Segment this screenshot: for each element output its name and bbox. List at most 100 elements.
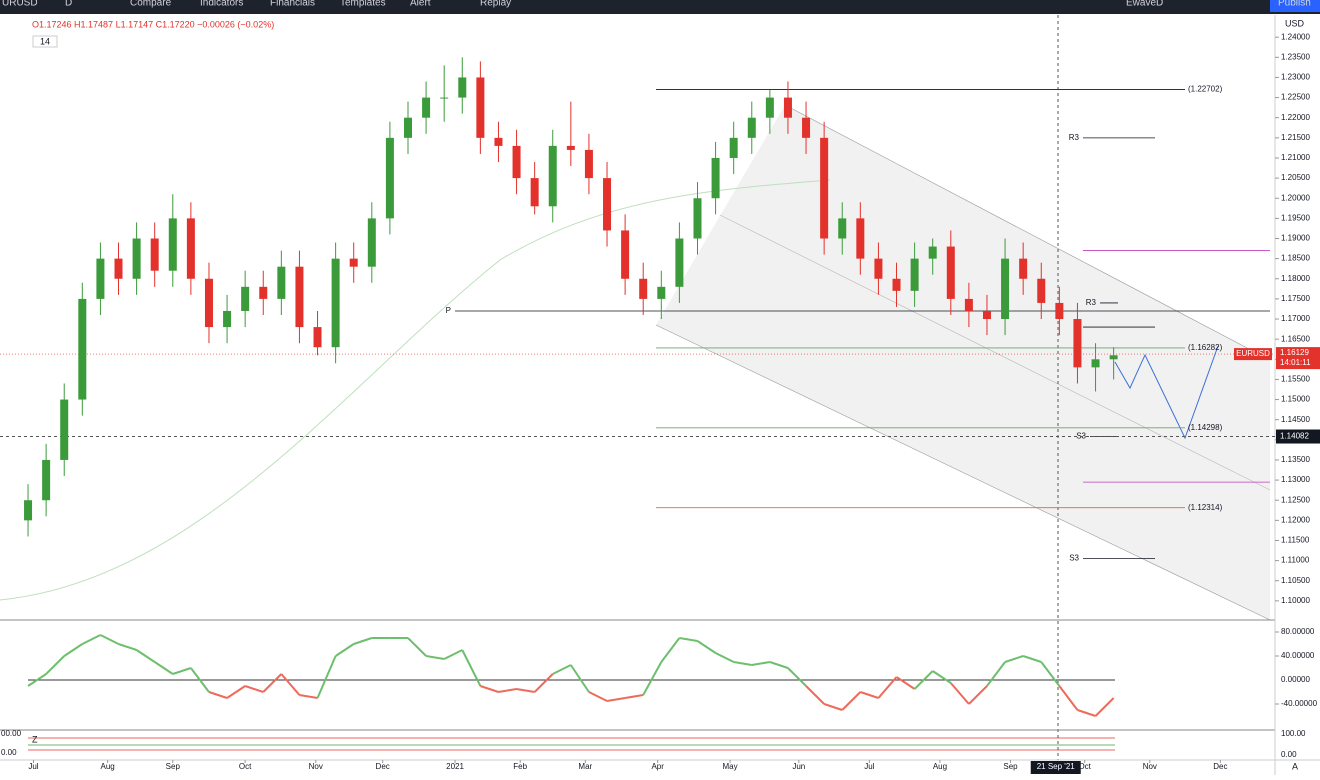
x-tick-label: Aug bbox=[101, 762, 115, 771]
toolbar-item[interactable]: Alert bbox=[410, 0, 431, 9]
osc-segment bbox=[860, 691, 879, 699]
level-label: (1.14298) bbox=[1188, 423, 1223, 432]
y-tick-label: 1.20500 bbox=[1281, 173, 1310, 182]
osc-segment bbox=[895, 676, 916, 690]
candle-body bbox=[349, 258, 358, 267]
osc-segment bbox=[533, 673, 554, 693]
y-tick-label: 1.10500 bbox=[1281, 576, 1310, 585]
layout-name[interactable]: EwaveD bbox=[1126, 0, 1163, 9]
interval[interactable]: D bbox=[65, 0, 72, 9]
toolbar bbox=[0, 0, 1320, 14]
y-tick-label: 1.18500 bbox=[1281, 254, 1310, 263]
osc-segment bbox=[968, 685, 988, 705]
symbol-tag bbox=[1234, 348, 1272, 361]
y-tick-label: 1.23000 bbox=[1281, 73, 1310, 82]
y-tick-label: 1.20000 bbox=[1281, 193, 1310, 202]
candle-body bbox=[982, 310, 991, 320]
osc-segment bbox=[913, 670, 934, 690]
osc-segment bbox=[443, 649, 463, 660]
x-tick-label: Jun bbox=[792, 762, 805, 771]
candle-body bbox=[910, 258, 919, 291]
osc-segment bbox=[823, 703, 843, 711]
toolbar-item[interactable]: Compare bbox=[130, 0, 172, 9]
x-tick-label: Apr bbox=[651, 762, 664, 771]
candle-body bbox=[928, 246, 937, 259]
candle-body bbox=[693, 198, 702, 239]
y-tick-label: 1.22500 bbox=[1281, 93, 1310, 102]
level-label: R3 bbox=[1086, 298, 1097, 307]
channel-line bbox=[655, 324, 1271, 621]
currency[interactable]: USD bbox=[1285, 18, 1305, 28]
y-tick-label: 1.15000 bbox=[1281, 395, 1310, 404]
osc-segment bbox=[136, 649, 156, 663]
candle-body bbox=[584, 149, 593, 179]
candle-body bbox=[1037, 278, 1046, 303]
publish-label[interactable]: Publish bbox=[1278, 0, 1311, 9]
candle-body bbox=[223, 310, 232, 328]
badge[interactable] bbox=[32, 35, 58, 48]
x-tick-label: Oct bbox=[1078, 762, 1091, 771]
level-label: (1.22702) bbox=[1188, 85, 1223, 94]
candle-body bbox=[24, 500, 33, 521]
candle-body bbox=[964, 298, 973, 311]
osc-segment bbox=[787, 667, 807, 687]
osc-segment bbox=[624, 694, 644, 699]
osc-segment bbox=[588, 691, 608, 702]
toolbar-item[interactable]: Indicators bbox=[200, 0, 243, 9]
panel3-left-label: 00.00 bbox=[1, 729, 22, 738]
candle-body bbox=[295, 266, 304, 328]
level-label: S3 bbox=[1069, 554, 1079, 563]
badge-label[interactable]: 14 bbox=[40, 36, 50, 46]
candle-body bbox=[204, 278, 213, 328]
axis-tag[interactable]: A bbox=[1292, 761, 1298, 771]
symbol[interactable]: URUSD bbox=[2, 0, 38, 9]
osc-segment bbox=[715, 652, 735, 663]
candle-body bbox=[458, 77, 467, 98]
x-tick-label: Jul bbox=[864, 762, 874, 771]
osc-segment bbox=[262, 673, 283, 693]
panel3-right-label: 0.00 bbox=[1281, 750, 1297, 759]
candle-body bbox=[241, 286, 250, 311]
candle-body bbox=[168, 218, 177, 271]
candle-body bbox=[802, 117, 811, 138]
candle-body bbox=[530, 178, 539, 207]
osc-segment bbox=[1077, 709, 1096, 717]
crosshair-date-tag bbox=[1030, 761, 1081, 774]
candle-body bbox=[385, 137, 394, 219]
candle-body bbox=[494, 137, 503, 146]
osc-tick-label: 80.00000 bbox=[1281, 627, 1315, 636]
y-tick-label: 1.24000 bbox=[1281, 32, 1310, 41]
x-tick-label: Feb bbox=[513, 762, 527, 771]
y-tick-label: 1.13500 bbox=[1281, 455, 1310, 464]
toolbar-item[interactable]: Templates bbox=[340, 0, 386, 9]
osc-segment bbox=[407, 637, 427, 657]
symbol-tag-label: EURUSD bbox=[1236, 349, 1270, 358]
crosshair-tag bbox=[1276, 429, 1320, 444]
candle-body bbox=[747, 117, 756, 138]
panel3-right-label: 100.00 bbox=[1281, 729, 1306, 738]
osc-segment bbox=[950, 682, 970, 705]
y-tick-label: 1.12000 bbox=[1281, 515, 1310, 524]
crosshair-date: 21 Sep '21 bbox=[1037, 762, 1076, 771]
osc-segment bbox=[696, 640, 717, 654]
x-tick-label: Dec bbox=[1213, 762, 1227, 771]
price-tag bbox=[1276, 347, 1320, 370]
moving-average bbox=[0, 179, 831, 601]
toolbar-item[interactable]: Replay bbox=[480, 0, 511, 9]
candle-body bbox=[114, 258, 123, 279]
osc-segment bbox=[1058, 685, 1079, 711]
x-tick-label: Jul bbox=[28, 762, 38, 771]
osc-segment bbox=[877, 676, 898, 699]
candle-body bbox=[621, 230, 630, 279]
x-tick-label: Nov bbox=[309, 762, 323, 771]
publish-button[interactable] bbox=[1270, 0, 1320, 12]
candle-body bbox=[313, 327, 322, 348]
candle-body bbox=[711, 157, 720, 199]
candle-body bbox=[1055, 302, 1064, 320]
candle-body bbox=[96, 258, 105, 299]
candle-body bbox=[331, 258, 340, 348]
osc-tick-label: 0.00000 bbox=[1281, 675, 1310, 684]
candle-body bbox=[566, 145, 575, 150]
candle-body bbox=[422, 97, 431, 118]
toolbar-item[interactable]: Financials bbox=[270, 0, 315, 9]
